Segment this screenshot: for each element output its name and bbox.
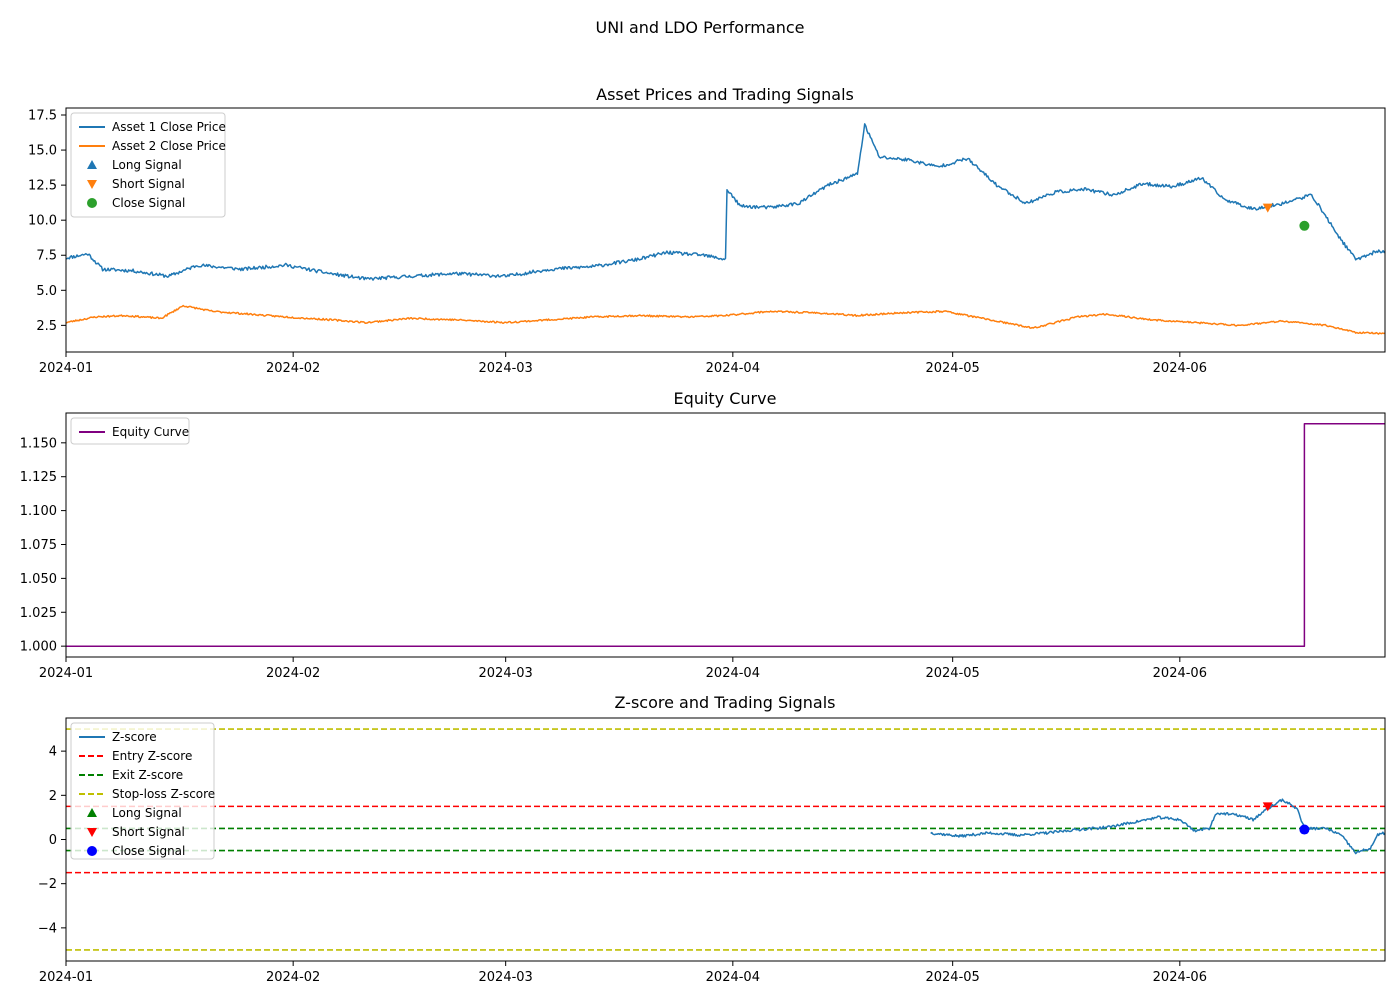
y-tick-label: 4 [49,745,57,760]
x-tick-label: 2024-05 [925,970,979,985]
y-tick-label: −4 [38,921,57,936]
zscore-panel: Z-score and Trading Signals 2024-01 2024-… [38,693,1386,985]
y-tick-label: −2 [38,877,57,892]
legend-label: Asset 2 Close Price [112,139,226,153]
legend-swatch [87,846,97,856]
x-tick-label: 2024-05 [925,666,979,681]
legend-label: Equity Curve [112,425,189,439]
series-line-z-score [930,798,1385,855]
x-tick-label: 2024-01 [39,666,93,681]
asset-prices-plot-area: 2024-01 2024-02 2024-03 2024-04 2024-05 2024-… [28,107,1386,376]
signal-marker-close-signal [1299,824,1310,835]
y-tick-label: 1.050 [20,572,57,587]
y-tick-label: 1.150 [20,436,57,451]
legend-label: Short Signal [112,177,185,191]
signal-marker-close-signal [1299,220,1310,231]
y-tick-label: 2.5 [36,319,57,334]
series-line-equity-curve [66,423,1385,647]
x-tick-label: 2024-05 [925,361,979,376]
axes-frame [65,107,1386,353]
signal-marker-short-signal [1262,203,1273,213]
series-line-asset-2-close-price [66,304,1385,335]
legend-swatch [87,160,97,169]
x-tick-label: 2024-03 [479,970,533,985]
equity-curve-title: Equity Curve [674,389,777,408]
x-tick-label: 2024-01 [39,970,93,985]
y-tick-label: 7.5 [36,249,57,264]
x-tick-label: 2024-06 [1153,970,1207,985]
figure-title: UNI and LDO Performance [596,18,805,37]
x-tick-label: 2024-02 [266,666,320,681]
legend-label: Close Signal [112,196,185,210]
legend-label: Entry Z-score [112,749,192,763]
legend-label: Exit Z-score [112,768,183,782]
legend: Z-score Entry Z-score Exit Z-score Stop-los… [70,722,215,860]
x-tick-label: 2024-06 [1153,361,1207,376]
y-tick-label: 1.100 [20,504,57,519]
y-tick-label: 17.5 [28,109,57,124]
legend: Equity Curve [70,417,190,445]
x-tick-label: 2024-02 [266,970,320,985]
y-tick-label: 0 [49,833,57,848]
equity-curve-plot-area: 2024-01 2024-02 2024-03 2024-04 2024-05 2024-… [20,412,1386,681]
legend-label: Long Signal [112,806,182,820]
equity-curve-panel: Equity Curve 2024-01 2024-02 2024-03 2024-0… [20,389,1386,681]
asset-prices-panel: Asset Prices and Trading Signals 2024-01… [28,85,1386,376]
x-tick-label: 2024-04 [706,970,760,985]
y-tick-label: 5.0 [36,284,57,299]
legend-swatch [87,198,97,208]
x-tick-label: 2024-04 [706,666,760,681]
y-tick-label: 2 [49,789,57,804]
axes-frame [65,717,1386,962]
legend: Asset 1 Close Price Asset 2 Close Price Lo… [70,112,226,218]
y-tick-label: 1.125 [20,470,57,485]
x-tick-label: 2024-01 [39,361,93,376]
legend-label: Close Signal [112,844,185,858]
asset-prices-title: Asset Prices and Trading Signals [596,85,854,104]
legend-box [70,722,215,860]
y-tick-label: 15.0 [28,144,57,159]
y-tick-label: 1.025 [20,606,57,621]
zscore-title: Z-score and Trading Signals [615,693,836,712]
x-tick-label: 2024-06 [1153,666,1207,681]
axes-frame [65,412,1386,658]
legend-swatch [87,828,97,837]
legend-swatch [87,808,97,817]
zscore-plot-area: 2024-01 2024-02 2024-03 2024-04 2024-05 2024-… [38,717,1386,985]
legend-label: Stop-loss Z-score [112,787,215,801]
legend-label: Short Signal [112,825,185,839]
legend-box [70,417,190,445]
legend-label: Asset 1 Close Price [112,120,226,134]
y-tick-label: 1.075 [20,538,57,553]
x-tick-label: 2024-03 [479,666,533,681]
y-tick-label: 10.0 [28,214,57,229]
x-tick-label: 2024-04 [706,361,760,376]
x-tick-label: 2024-02 [266,361,320,376]
series-line-asset-1-close-price [66,123,1385,281]
legend-box [70,112,226,218]
y-tick-label: 1.000 [20,640,57,655]
legend-swatch [87,180,97,189]
legend-label: Long Signal [112,158,182,172]
signal-marker-short-signal [1262,802,1273,812]
x-tick-label: 2024-03 [479,361,533,376]
legend-label: Z-score [112,730,157,744]
y-tick-label: 12.5 [28,179,57,194]
